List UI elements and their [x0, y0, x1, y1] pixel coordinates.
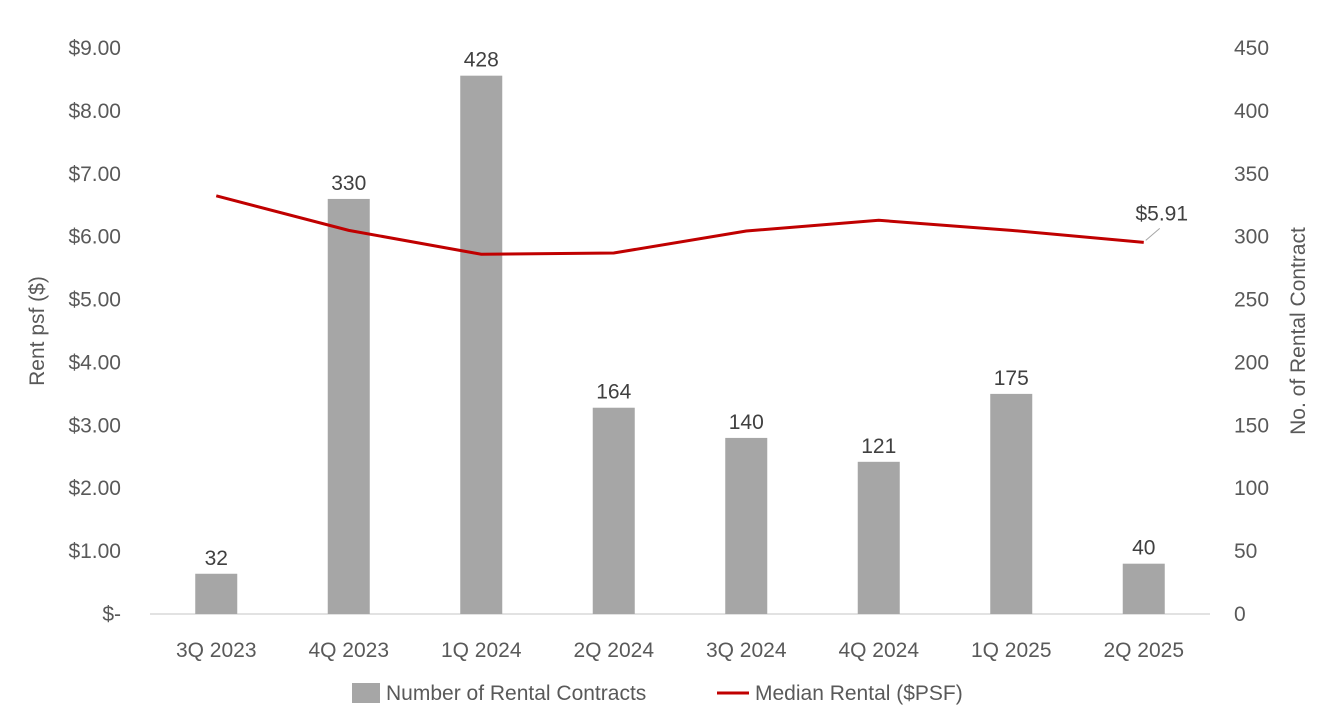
right-axis-title: No. of Rental Contract [1287, 227, 1310, 435]
right-tick-label: 100 [1234, 477, 1269, 500]
bar [1122, 563, 1165, 614]
x-tick-label: 4Q 2024 [838, 639, 919, 662]
x-tick-label: 1Q 2025 [971, 639, 1052, 662]
legend-swatch-bars [352, 683, 380, 703]
bar [460, 75, 503, 614]
bar [592, 407, 635, 614]
bar-data-labels: 32 330 428 164 140 121 175 40 [205, 49, 1156, 570]
bar-data-label: 428 [464, 49, 499, 72]
left-tick-label: $6.00 [68, 226, 121, 249]
x-tick-label: 1Q 2024 [441, 639, 522, 662]
x-tick-label: 2Q 2025 [1103, 639, 1184, 662]
left-tick-label: $5.00 [68, 289, 121, 312]
bar [725, 437, 768, 614]
x-tick-label: 2Q 2024 [573, 639, 654, 662]
left-tick-label: $3.00 [68, 414, 121, 437]
left-tick-label: $9.00 [68, 37, 121, 60]
bar-data-label: 40 [1132, 537, 1155, 560]
left-tick-label: $4.00 [68, 351, 121, 374]
bar [327, 198, 370, 614]
right-tick-label: 150 [1234, 414, 1269, 437]
legend: Number of Rental Contracts Median Rental… [352, 682, 963, 705]
legend-label-bars: Number of Rental Contracts [386, 682, 646, 705]
bar [990, 393, 1033, 614]
left-tick-label: $7.00 [68, 163, 121, 186]
right-axis-ticks: 0 50 100 150 200 250 300 350 400 450 [1234, 37, 1269, 626]
line-series-median-rental [215, 194, 1144, 256]
right-tick-label: 350 [1234, 163, 1269, 186]
right-tick-label: 250 [1234, 289, 1269, 312]
left-tick-label: $2.00 [68, 477, 121, 500]
bar-data-label: 121 [861, 435, 896, 458]
left-tick-label: $8.00 [68, 100, 121, 123]
right-tick-label: 0 [1234, 603, 1246, 626]
line-label-leader [1145, 227, 1161, 241]
bar-data-label: 175 [994, 367, 1029, 390]
x-tick-label: 4Q 2023 [308, 639, 389, 662]
bar-series [195, 75, 1165, 614]
right-tick-label: 300 [1234, 226, 1269, 249]
line-data-labels: $5.91 [1135, 202, 1188, 241]
x-tick-label: 3Q 2024 [706, 639, 787, 662]
left-axis-title: Rent psf ($) [26, 276, 49, 386]
right-tick-label: 400 [1234, 100, 1269, 123]
bar [195, 573, 238, 614]
left-axis-ticks: $- $1.00 $2.00 $3.00 $4.00 $5.00 $6.00 $7.00 $8.… [68, 37, 121, 626]
left-tick-label: $- [102, 603, 121, 626]
bar-data-label: 164 [596, 381, 631, 404]
bar [857, 461, 900, 614]
right-tick-label: 200 [1234, 351, 1269, 374]
left-tick-label: $1.00 [68, 540, 121, 563]
bar-data-label: 32 [205, 547, 228, 570]
x-tick-label: 3Q 2023 [176, 639, 257, 662]
line-data-label: $5.91 [1135, 202, 1188, 225]
x-axis-ticks: 3Q 2023 4Q 2023 1Q 2024 2Q 2024 3Q 2024 4Q 20… [176, 639, 1184, 662]
right-tick-label: 50 [1234, 540, 1257, 563]
legend-label-line: Median Rental ($PSF) [755, 682, 963, 705]
bar-data-label: 140 [729, 411, 764, 434]
right-tick-label: 450 [1234, 37, 1269, 60]
bar-data-label: 330 [331, 172, 366, 195]
